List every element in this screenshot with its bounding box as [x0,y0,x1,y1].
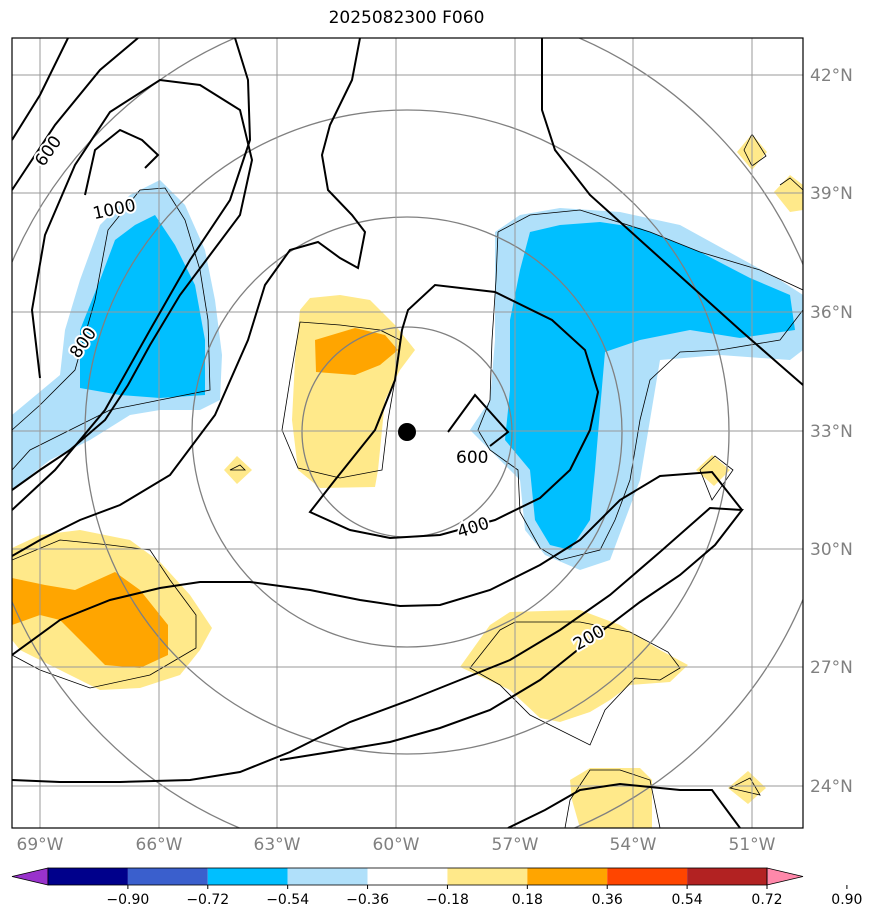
colorbar-segments [11,867,804,886]
contour-bottom [507,782,741,828]
lat-label: 39°N [810,184,853,204]
yellow-region-small-5 [728,771,766,804]
colorbar-tick-label: 0.90 [831,892,862,908]
colorbar-tick-label: −0.18 [426,892,469,908]
colorbar-segment [607,868,688,885]
colorbar-segment [127,868,208,885]
map-frame [11,37,804,829]
lat-label: 30°N [810,540,853,560]
contour-1000 [84,128,160,196]
colorbar-segment [367,868,448,885]
storm-center-marker [398,423,416,441]
deep-blue-region-east [505,222,795,550]
colorbar-segment [527,868,608,885]
lon-label: 63°W [254,835,301,855]
contour-central-ridge [12,38,367,557]
colorbar-tick-label: −0.54 [266,892,309,908]
colorbar-outline [47,867,768,886]
contour-800 [12,78,254,491]
map-title: 2025082300 F060 [328,8,485,28]
lon-label: 57°W [492,835,539,855]
yellow-region-small-3 [696,455,730,486]
contour-south-west [12,470,743,656]
colorbar-segment [207,868,288,885]
lon-label: 60°W [373,835,420,855]
colorbar-tick-label: −0.72 [186,892,229,908]
colorbar-tick-labels: −0.90 −0.72 −0.54 −0.36 −0.18 0.18 0.36 0.54 0.7… [106,885,862,908]
lat-label: 33°N [810,422,853,442]
colorbar-tick-label: 0.36 [592,892,623,908]
lat-label: 27°N [810,658,853,678]
shading-deep-blue [80,215,795,550]
contour-label-400: 400 [455,513,492,542]
colorbar: −0.90 −0.72 −0.54 −0.36 −0.18 0.18 0.36 0.54 0.7… [11,867,862,908]
contour-label-600-west: 600 [31,132,66,170]
colorbar-tick-label: −0.36 [346,892,389,908]
colorbar-segment [447,868,528,885]
colorbar-tick-label: 0.54 [672,892,703,908]
contour-200 [12,506,744,783]
colorbar-segment [48,868,128,885]
longitude-labels: 69°W 66°W 63°W 60°W 57°W 54°W 51°W [17,835,776,855]
orange-region-center [315,328,398,375]
colorbar-tick-label: 0.18 [512,892,543,908]
colorbar-segment [287,868,368,885]
contour-600-east [447,393,510,447]
contour-east-trough [541,38,803,386]
contour-label-600-east: 600 [456,448,488,468]
lon-label: 69°W [17,835,64,855]
thick-contours [12,38,803,828]
lon-label: 54°W [610,835,657,855]
lat-label: 24°N [810,777,853,797]
colorbar-extend-low [11,867,49,886]
lat-label: 36°N [810,303,853,323]
contour-west-ridge [12,38,252,511]
colorbar-tick-label: 0.72 [751,892,782,908]
contour-600-west [12,38,69,141]
latitude-labels: 42°N 39°N 36°N 33°N 30°N 27°N 24°N [810,66,853,797]
yellow-region-bottom [570,768,652,828]
lat-label: 42°N [810,66,853,86]
lon-label: 51°W [729,835,776,855]
lon-label: 66°W [136,835,183,855]
contour-high-west [12,38,139,191]
colorbar-segment [687,868,767,885]
map-area: 600 1000 800 600 400 200 [12,38,803,828]
contour-400 [308,283,600,540]
colorbar-tick-label: −0.90 [106,892,149,908]
deep-blue-region-west [80,215,205,398]
colorbar-extend-high [766,867,804,886]
shading-light-yellow [12,134,803,828]
